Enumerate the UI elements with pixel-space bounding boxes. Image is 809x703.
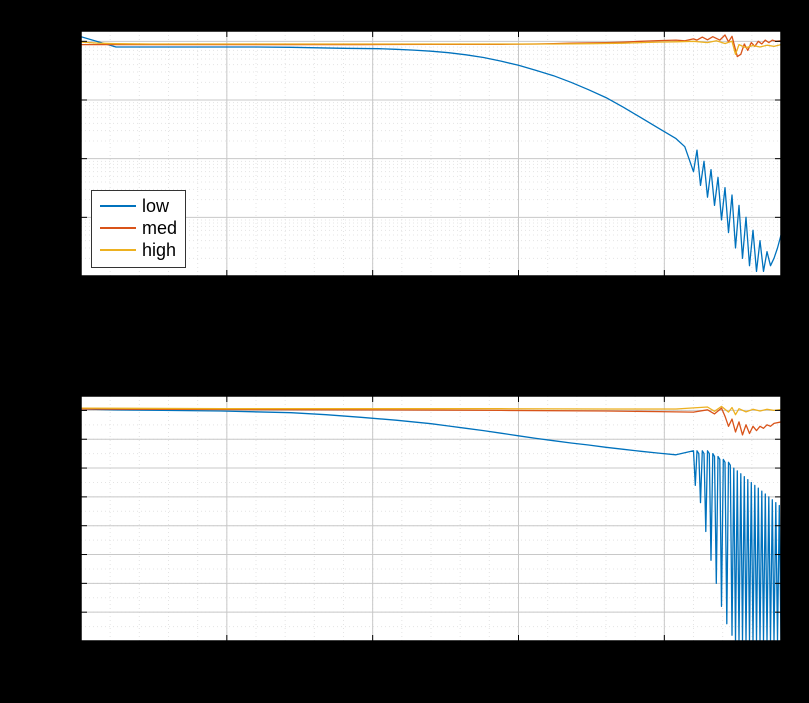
panel-title-bottom: Phase Characteristics xyxy=(80,369,780,390)
chart-bottom xyxy=(81,396,781,641)
xtick-exponent: ×10⁴ xyxy=(758,281,792,299)
xtick-label: 2 xyxy=(648,279,678,297)
xtick-label: 2 xyxy=(648,644,678,662)
ytick-label: -100 xyxy=(42,428,74,446)
ytick-label: -700 xyxy=(42,601,74,619)
ytick-label: 0 xyxy=(65,399,74,417)
legend-swatch-high xyxy=(100,249,136,251)
ytick-label: -500 xyxy=(42,544,74,562)
xtick-label: 0.5 xyxy=(211,279,241,297)
ytick-label: 10⁻³ xyxy=(42,206,74,226)
legend-label-high: high xyxy=(142,240,176,261)
xtick-label: 0.5 xyxy=(211,644,241,662)
xlabel-top: Frequency (Hz) xyxy=(80,301,780,323)
xtick-label: 1 xyxy=(357,279,387,297)
ytick-label: -600 xyxy=(42,572,74,590)
legend-label-low: low xyxy=(142,196,169,217)
xlabel-bottom: Frequency (Hz) xyxy=(80,666,780,688)
legend-swatch-low xyxy=(100,205,136,207)
ytick-label: 10⁻⁴ xyxy=(41,265,74,285)
ytick-label: -200 xyxy=(42,457,74,475)
legend-item-low: low xyxy=(100,195,177,217)
ylabel-bottom: Phase xyxy=(13,394,35,639)
ytick-label: -300 xyxy=(42,486,74,504)
ytick-label: -800 xyxy=(42,630,74,648)
legend: lowmedhigh xyxy=(91,190,186,268)
xtick-label: 1 xyxy=(357,644,387,662)
xtick-label: 1.5 xyxy=(503,279,533,297)
legend-swatch-med xyxy=(100,227,136,229)
xtick-exponent: ×10⁴ xyxy=(758,646,792,664)
ytick-label: 10⁻¹ xyxy=(42,89,74,109)
series-low xyxy=(81,409,781,641)
panel-bottom xyxy=(80,395,782,642)
series-med xyxy=(81,35,781,57)
ytick-label: -400 xyxy=(42,515,74,533)
legend-label-med: med xyxy=(142,218,177,239)
ytick-label: 10⁻² xyxy=(42,148,74,168)
panel-title-top: Amplitude Characteristics xyxy=(80,4,780,25)
ylabel-top: Amplitude xyxy=(13,29,35,274)
legend-item-high: high xyxy=(100,239,177,261)
legend-item-med: med xyxy=(100,217,177,239)
ytick-label: 10⁰ xyxy=(50,30,74,50)
xtick-label: 1.5 xyxy=(503,644,533,662)
